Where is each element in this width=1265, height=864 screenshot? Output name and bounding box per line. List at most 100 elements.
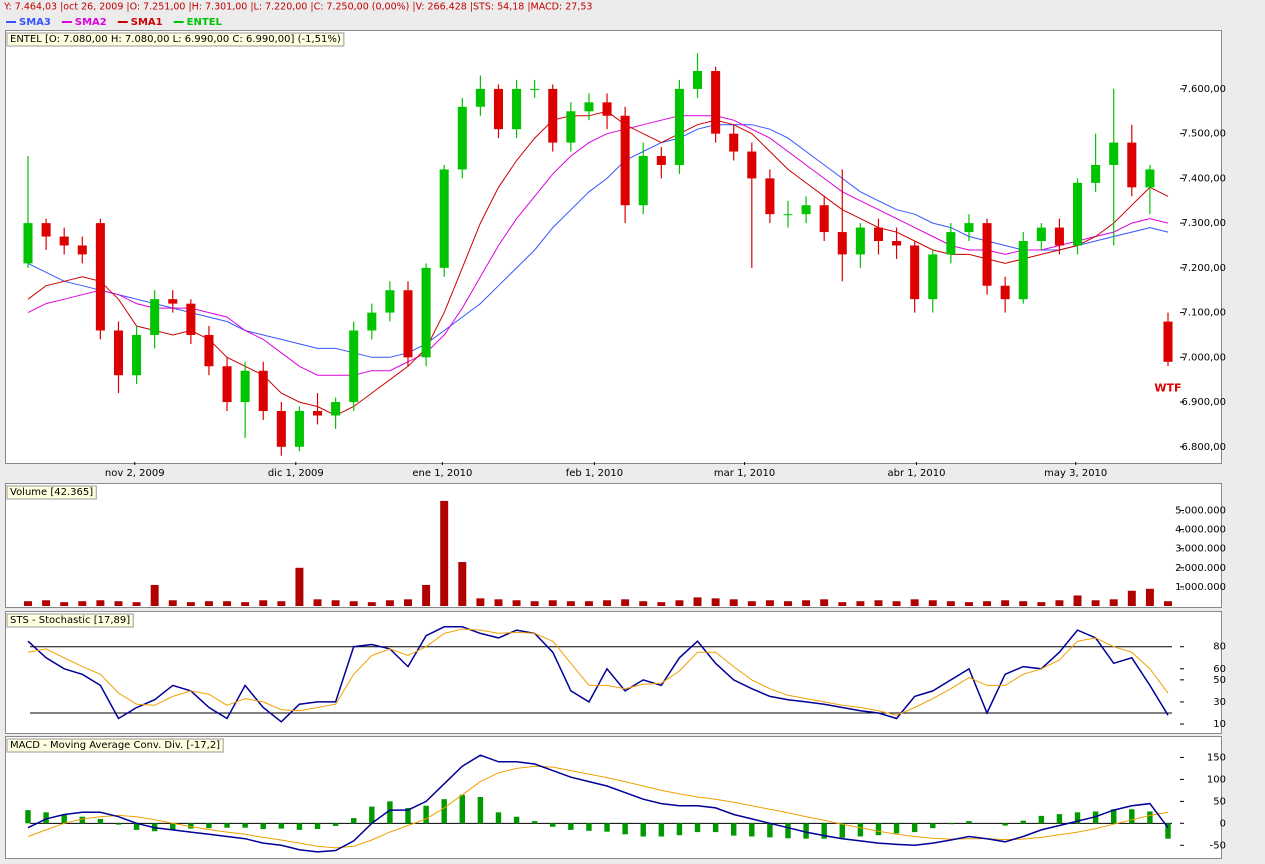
histogram-bar <box>459 794 465 824</box>
histogram-bar <box>857 823 864 837</box>
volume-bar <box>1127 590 1136 606</box>
histogram-bar <box>260 823 266 830</box>
volume-bar <box>440 500 449 606</box>
histogram-bar <box>314 823 321 830</box>
volume-bar <box>1055 600 1064 606</box>
volume-bar <box>1073 595 1082 606</box>
candle-body <box>711 71 721 134</box>
histogram-bar <box>966 821 972 824</box>
candle-body <box>150 299 160 335</box>
panel-frame <box>5 611 1222 734</box>
candle-body <box>693 71 703 89</box>
candle-body <box>313 411 323 416</box>
volume-bar <box>24 601 32 606</box>
histogram-bar <box>332 823 339 826</box>
y-tick-label: 3.000.000 <box>1175 544 1226 555</box>
volume-bar <box>874 600 883 606</box>
histogram-bar <box>115 823 122 825</box>
histogram-bar <box>694 823 701 833</box>
histogram-bar <box>731 823 737 836</box>
volume-bar <box>747 601 756 606</box>
candle-body <box>819 205 829 233</box>
candle-body <box>240 370 250 403</box>
candle-body <box>674 88 684 165</box>
candle-body <box>638 156 648 206</box>
volume-bar <box>96 600 105 606</box>
histogram-bar <box>875 823 882 836</box>
volume-bar <box>114 601 123 606</box>
volume-bar <box>476 598 485 606</box>
histogram-bar <box>242 823 248 828</box>
volume-bar <box>132 602 141 606</box>
candle-body <box>928 254 938 300</box>
legend-label: ENTEL <box>187 17 223 28</box>
candle-body <box>403 290 413 358</box>
candle-body <box>765 178 775 215</box>
candle-body <box>349 330 359 403</box>
histogram-bar <box>405 807 411 824</box>
candle-body <box>620 115 630 206</box>
candle-body <box>584 102 594 112</box>
candle-body <box>801 205 811 215</box>
volume-bar <box>60 602 69 606</box>
y-tick-label: 6.800,00 <box>1181 442 1226 453</box>
panel-frame <box>5 483 1222 608</box>
candle-body <box>1163 321 1173 362</box>
candle-body <box>964 223 974 233</box>
histogram-bar <box>821 823 827 839</box>
histogram-bar <box>1020 820 1026 824</box>
candle-body <box>855 227 865 255</box>
volume-bar <box>78 601 87 606</box>
candle-body <box>59 236 69 246</box>
candle-body <box>1127 142 1137 188</box>
candle-body <box>113 330 123 376</box>
volume-bar <box>838 602 847 606</box>
histogram-bar <box>369 806 375 824</box>
status-bar: Y: 7.464,03 |oct 26, 2009 |O: 7.251,00 |… <box>3 2 592 13</box>
volume-bar <box>150 584 159 606</box>
volume-bar <box>530 601 539 606</box>
histogram-bar <box>803 823 809 839</box>
volume-bar <box>784 601 792 606</box>
histogram-bar <box>1056 814 1063 824</box>
sma-line <box>27 124 1169 358</box>
panel-frame <box>5 736 1222 859</box>
candle-body <box>602 102 612 116</box>
candle-body <box>837 232 847 255</box>
candle-body <box>873 227 883 242</box>
volume-bar <box>603 600 612 606</box>
histogram-bar <box>1002 823 1008 826</box>
histogram-bar <box>423 805 429 824</box>
volume-bar <box>566 601 575 606</box>
candle-body <box>41 223 51 237</box>
histogram-bar <box>296 823 303 830</box>
indicator-line <box>27 765 1169 849</box>
volume-bar <box>422 584 431 606</box>
volume-bar <box>548 600 557 606</box>
candle-body <box>258 370 268 412</box>
volume-bar <box>584 601 593 606</box>
volume-bar <box>331 600 340 606</box>
candle-body <box>747 151 757 179</box>
panel-title: ENTEL [O: 7.080,00 H: 7.080,00 L: 6.990,… <box>10 34 341 45</box>
volume-bar <box>1145 588 1154 606</box>
histogram-bar <box>911 823 918 833</box>
volume-bar <box>928 600 937 606</box>
volume-bar <box>1037 602 1046 606</box>
candle-body <box>385 290 395 313</box>
panel-title: MACD - Moving Average Conv. Div. [-17,2] <box>10 740 220 751</box>
volume-bar <box>639 601 648 606</box>
histogram-bar <box>839 823 845 838</box>
candle-body <box>946 232 956 255</box>
histogram-bar <box>712 823 719 833</box>
candle-body <box>186 303 196 335</box>
volume-bar <box>892 601 901 606</box>
histogram-bar <box>531 821 538 824</box>
candle-body <box>168 299 178 304</box>
histogram-bar <box>1074 812 1081 824</box>
volume-bar <box>802 600 811 606</box>
candle-body <box>1109 142 1119 165</box>
volume-bar <box>367 602 376 606</box>
volume-bar <box>983 601 992 606</box>
candle-body <box>729 133 739 152</box>
